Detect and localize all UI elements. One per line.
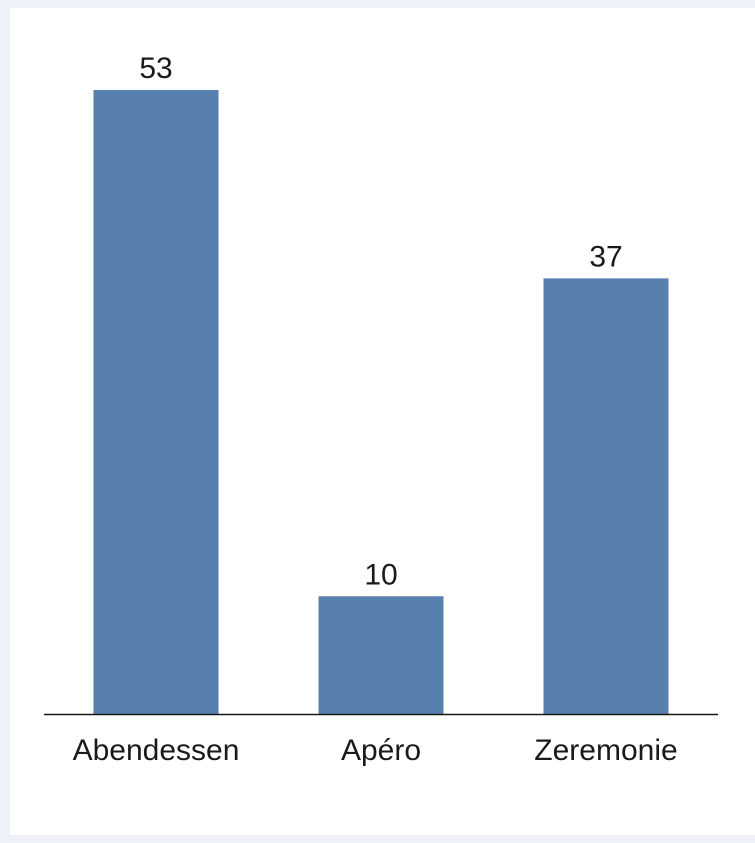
x-tick-labels-layer: Abendessen Apéro Zeremonie — [73, 734, 678, 767]
bar-0 — [93, 90, 219, 714]
value-labels-layer: 53 10 37 — [139, 52, 622, 591]
x-tick-label-2: Zeremonie — [534, 734, 677, 767]
bars-layer — [93, 90, 669, 714]
bar-value-label-2: 37 — [589, 240, 622, 273]
bar-1 — [318, 596, 444, 714]
x-tick-label-1: Apéro — [341, 734, 421, 767]
bar-2 — [543, 278, 669, 714]
bar-value-label-0: 53 — [139, 52, 172, 85]
x-tick-label-0: Abendessen — [73, 734, 240, 767]
bar-value-label-1: 10 — [364, 558, 397, 591]
